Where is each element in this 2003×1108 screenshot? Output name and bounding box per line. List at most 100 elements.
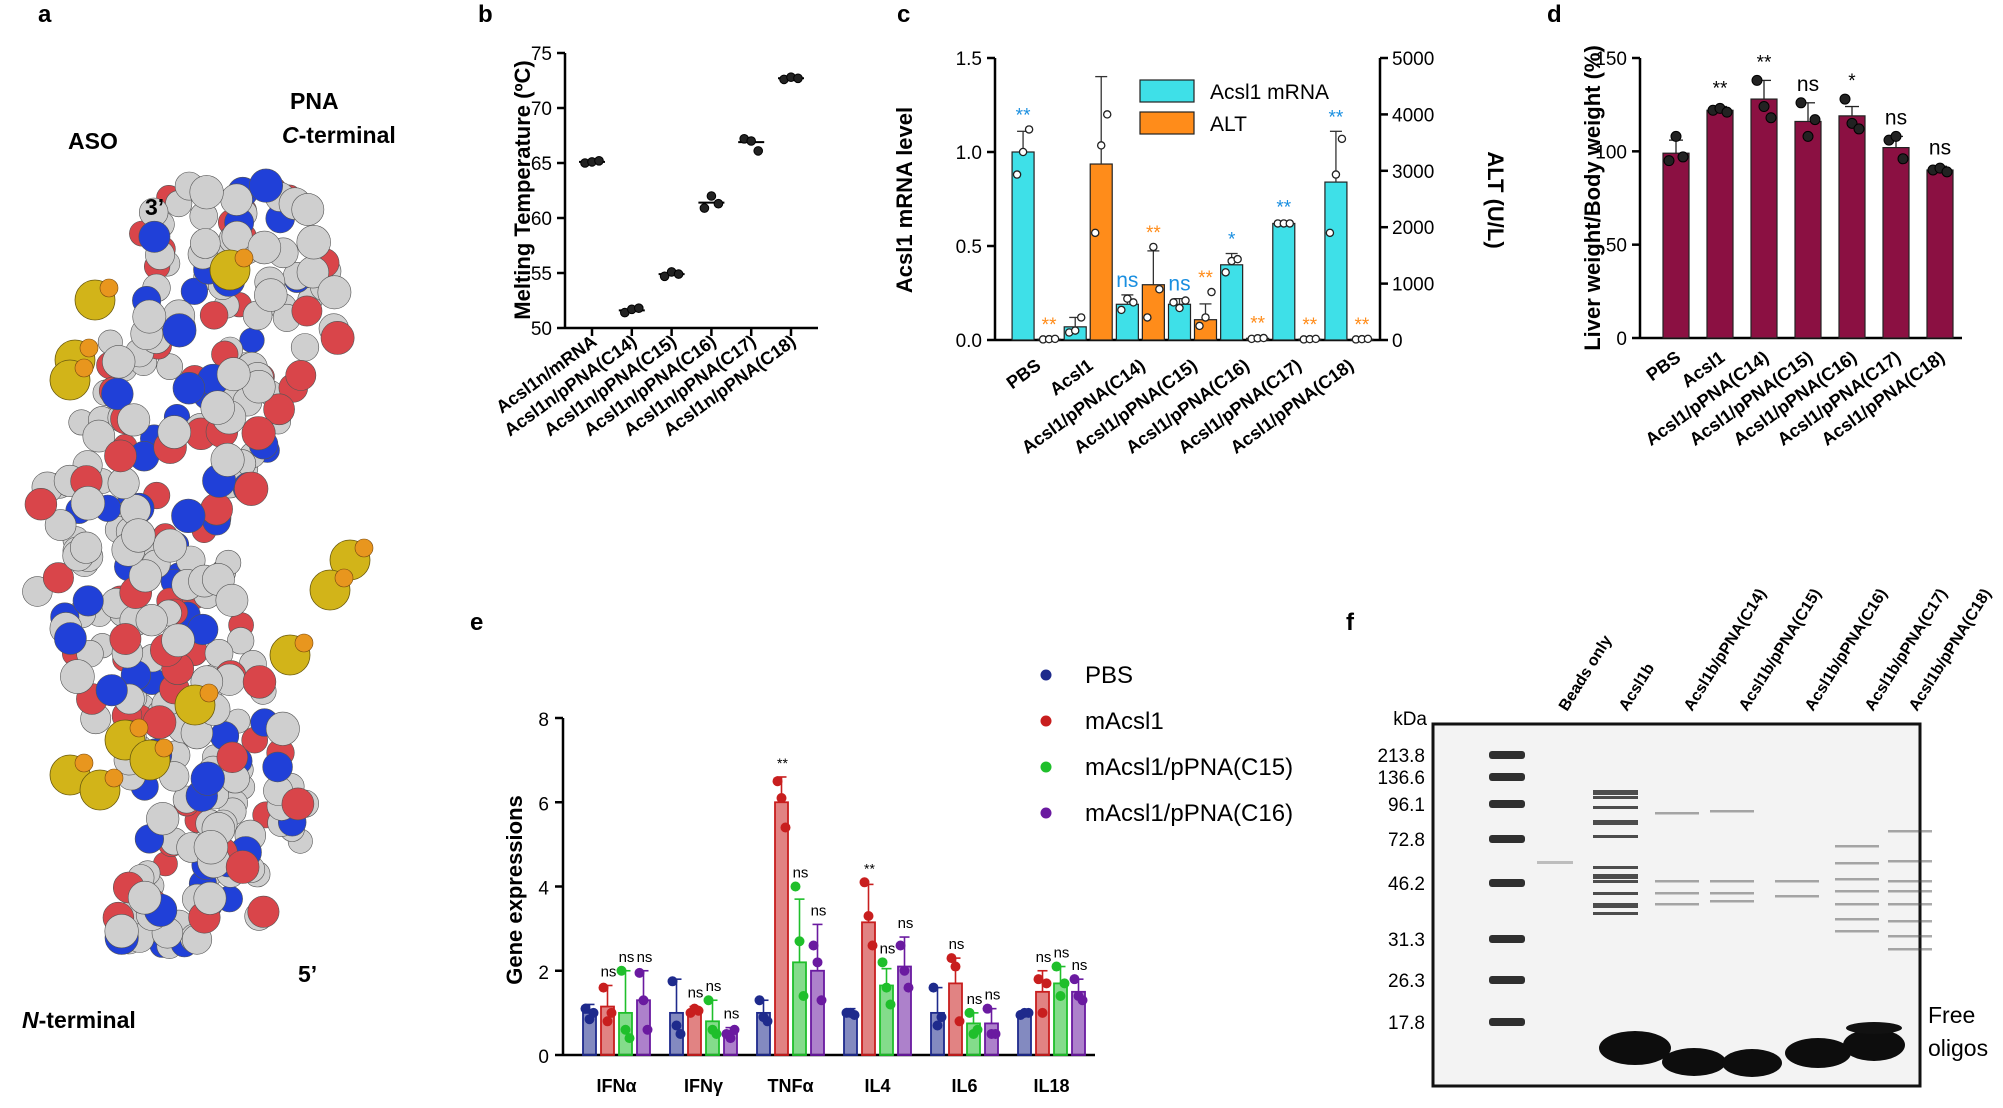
x-tick-label: PBS bbox=[1003, 355, 1045, 393]
gel-band bbox=[1593, 880, 1638, 883]
data-point bbox=[725, 1033, 736, 1044]
atom bbox=[109, 623, 142, 655]
data-point bbox=[1018, 147, 1028, 157]
data-point bbox=[1033, 974, 1044, 985]
gel-band bbox=[1655, 812, 1699, 815]
marker-label: 46.2 bbox=[1388, 874, 1425, 895]
legend-label: PBS bbox=[1085, 662, 1133, 689]
data-point bbox=[1285, 219, 1295, 228]
atom bbox=[180, 277, 208, 305]
y2-tick-label: 4000 bbox=[1392, 105, 1434, 126]
data-point bbox=[816, 995, 827, 1006]
data-point bbox=[634, 967, 645, 978]
lane-label: Acsl1b bbox=[1616, 660, 1658, 714]
x-tick-label: PBS bbox=[1643, 347, 1685, 385]
data-point bbox=[762, 1016, 773, 1027]
significance-label: ns bbox=[949, 936, 965, 953]
gel-band bbox=[1835, 918, 1879, 921]
data-point bbox=[772, 776, 783, 787]
significance-label: * bbox=[1848, 71, 1856, 92]
data-point bbox=[675, 1028, 686, 1039]
significance-label: ns bbox=[898, 915, 914, 932]
phosphorus-atom bbox=[79, 338, 99, 358]
data-point bbox=[1765, 112, 1777, 124]
data-point bbox=[1155, 284, 1164, 294]
significance-label: ns bbox=[706, 978, 722, 995]
data-point bbox=[1809, 114, 1821, 126]
y2-tick-label: 5000 bbox=[1392, 49, 1434, 70]
y-tick-label: 4 bbox=[538, 879, 549, 900]
bar bbox=[1662, 152, 1690, 339]
atom bbox=[200, 492, 233, 526]
lane-label: Acsl1b/pPNA(C18) bbox=[1906, 586, 1995, 714]
atom bbox=[54, 622, 87, 655]
atom bbox=[265, 711, 300, 746]
data-point bbox=[903, 982, 914, 993]
atom bbox=[291, 295, 323, 327]
significance-label: ns bbox=[1168, 273, 1190, 296]
data-point bbox=[1201, 313, 1210, 322]
data-point bbox=[812, 957, 823, 968]
data-point bbox=[1070, 326, 1080, 335]
bar bbox=[1035, 990, 1050, 1056]
data-point bbox=[598, 982, 609, 993]
atom bbox=[189, 175, 224, 210]
panel-label-f: f bbox=[1346, 609, 1355, 636]
data-point bbox=[808, 940, 819, 951]
atom bbox=[242, 665, 277, 699]
marker-label: 26.3 bbox=[1388, 971, 1425, 992]
marker-label: 72.8 bbox=[1388, 830, 1425, 851]
data-point bbox=[580, 1003, 591, 1014]
legend-swatch bbox=[1139, 111, 1195, 135]
data-point bbox=[1169, 298, 1178, 307]
panel-label-a: a bbox=[38, 1, 52, 28]
y2-tick-label: 1000 bbox=[1392, 275, 1434, 296]
data-point bbox=[1123, 294, 1132, 303]
bar bbox=[1011, 151, 1035, 341]
atom bbox=[249, 168, 284, 203]
atom bbox=[142, 705, 177, 740]
gel-bands bbox=[1489, 751, 1932, 1077]
bar bbox=[1838, 115, 1866, 339]
legend-label: mAcsl1 bbox=[1085, 708, 1164, 735]
data-point bbox=[634, 303, 644, 314]
atom bbox=[60, 659, 95, 694]
atom bbox=[247, 895, 280, 928]
gel-band bbox=[1835, 930, 1879, 933]
legend-marker bbox=[1040, 807, 1052, 819]
data-point bbox=[659, 271, 670, 282]
atom bbox=[24, 488, 58, 521]
atom bbox=[95, 674, 128, 707]
atom bbox=[241, 416, 276, 451]
data-point bbox=[1069, 974, 1080, 985]
atom bbox=[135, 604, 168, 637]
atom bbox=[285, 359, 317, 391]
marker-label: 17.8 bbox=[1388, 1013, 1425, 1034]
data-point bbox=[932, 1020, 943, 1031]
n-terminal-rest: -terminal bbox=[39, 1007, 136, 1033]
phosphorus-atom bbox=[74, 358, 94, 378]
gel-band bbox=[1888, 860, 1932, 863]
data-point bbox=[1181, 296, 1190, 305]
atom bbox=[117, 403, 151, 437]
y-tick-label: 50 bbox=[531, 319, 552, 340]
significance-label: ** bbox=[1355, 315, 1370, 336]
y-tick-label: 65 bbox=[531, 154, 552, 175]
y2-tick-label: 3000 bbox=[1392, 162, 1434, 183]
significance-label: ns bbox=[637, 949, 653, 966]
significance-label: ns bbox=[601, 963, 617, 980]
y2-axis-title: ALT (U/L) bbox=[1483, 151, 1508, 248]
chart-c: 0.0 0.5 1.0 1.5 0 1000 2000 3000 4000 5000 Acsl1 m… bbox=[892, 49, 1508, 458]
atom bbox=[216, 357, 251, 392]
atom bbox=[157, 415, 192, 449]
data-point bbox=[790, 881, 801, 892]
atom bbox=[153, 528, 188, 563]
significance-label: ns bbox=[1054, 945, 1070, 962]
data-point bbox=[754, 995, 765, 1006]
gel-band bbox=[1655, 892, 1699, 895]
data-point bbox=[867, 940, 878, 951]
data-point bbox=[1839, 93, 1851, 105]
data-point bbox=[713, 198, 724, 209]
